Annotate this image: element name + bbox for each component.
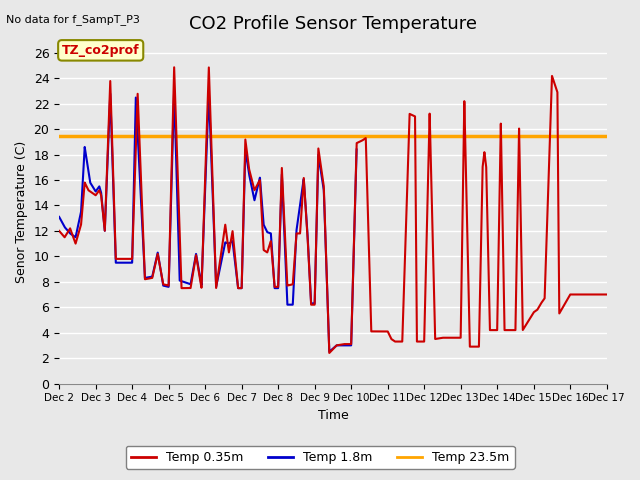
Text: TZ_co2prof: TZ_co2prof [62, 44, 140, 57]
Title: CO2 Profile Sensor Temperature: CO2 Profile Sensor Temperature [189, 15, 477, 33]
X-axis label: Time: Time [317, 409, 348, 422]
Text: No data for f_SampT_P3: No data for f_SampT_P3 [6, 14, 140, 25]
Y-axis label: Senor Temperature (C): Senor Temperature (C) [15, 141, 28, 283]
Legend: Temp 0.35m, Temp 1.8m, Temp 23.5m: Temp 0.35m, Temp 1.8m, Temp 23.5m [125, 446, 515, 469]
